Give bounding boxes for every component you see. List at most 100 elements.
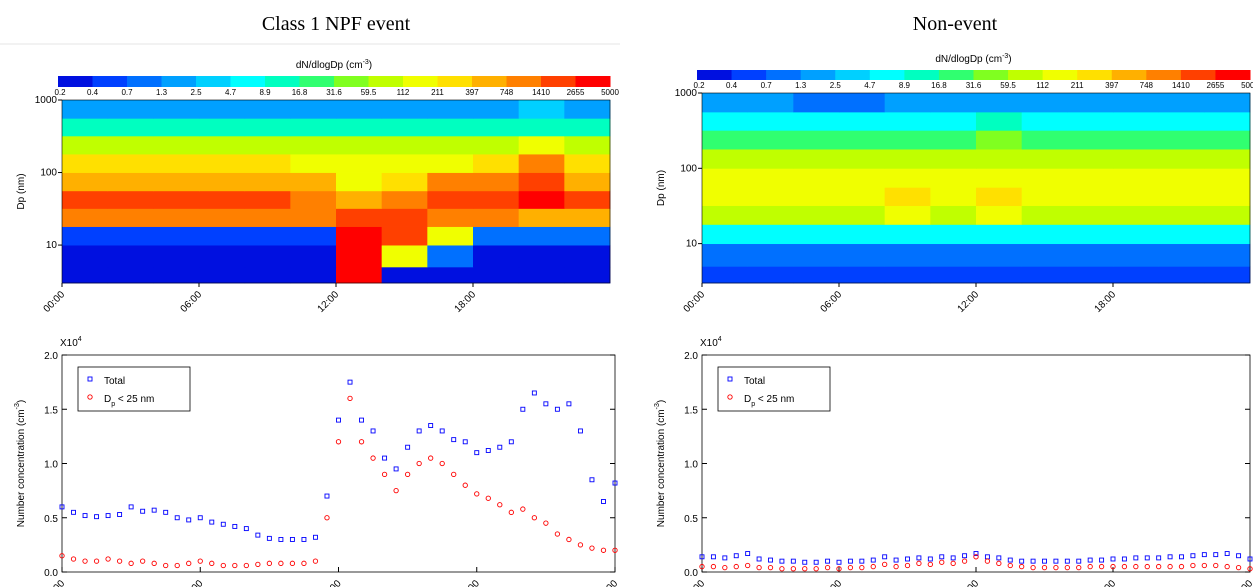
heatmap-cell xyxy=(1204,224,1251,245)
heatmap-cell xyxy=(747,130,794,150)
heatmap-cell xyxy=(976,93,1023,113)
colorbar-tick-label: 31.6 xyxy=(326,88,342,97)
colorbar-tick-label: 5000 xyxy=(1241,81,1253,90)
heatmap-cell xyxy=(793,111,840,131)
heatmap-cell xyxy=(1158,243,1205,267)
heatmap-cell xyxy=(153,266,200,284)
colorbar-tick-label: 1.3 xyxy=(795,81,807,90)
heatmap-cell xyxy=(336,266,383,284)
colorbar-segment xyxy=(869,70,905,80)
heatmap-cell xyxy=(930,111,977,131)
colorbar-tick-label: 8.9 xyxy=(899,81,911,90)
colorbar-segment xyxy=(299,76,335,87)
point xyxy=(393,487,399,494)
heatmap-cell xyxy=(1067,168,1114,188)
point xyxy=(220,562,226,569)
heatmap-cell xyxy=(884,243,931,267)
colorbar-segment xyxy=(697,70,733,80)
heatmap-cell xyxy=(427,154,474,173)
point xyxy=(870,557,876,563)
heatmap-cell xyxy=(199,154,246,173)
colorbar-segment xyxy=(904,70,940,80)
colorbar-tick-label: 1410 xyxy=(1172,81,1190,90)
heatmap-cell xyxy=(1158,149,1205,169)
point xyxy=(186,560,192,566)
point xyxy=(756,556,762,562)
heatmap-cell xyxy=(381,154,428,173)
heatmap-cell xyxy=(702,266,749,284)
point xyxy=(1213,562,1219,569)
heatmap-cell xyxy=(107,172,154,192)
colorbar-segment xyxy=(1146,70,1182,80)
heatmap-cell xyxy=(1204,149,1251,169)
point xyxy=(1041,565,1048,571)
y-multiplier-part: 4 xyxy=(718,336,722,343)
x-tick-label: 06:00 xyxy=(819,578,845,587)
heatmap-cell xyxy=(473,135,520,155)
colorbar-label-part: ) xyxy=(1008,54,1011,65)
point xyxy=(612,547,618,553)
point xyxy=(1144,555,1150,561)
colorbar-segment xyxy=(230,76,266,87)
heatmap-cell xyxy=(518,266,565,284)
heatmap-cell xyxy=(473,245,520,268)
point xyxy=(209,519,215,525)
heatmap-cell xyxy=(839,111,886,131)
point xyxy=(790,558,796,564)
heatmap-cell xyxy=(1021,266,1068,284)
point xyxy=(428,455,434,461)
x-tick-label: 24:00 xyxy=(1230,578,1253,587)
point xyxy=(82,558,88,564)
heatmap-cell xyxy=(884,187,931,206)
point xyxy=(722,555,728,561)
heatmap-cell xyxy=(199,245,246,268)
point xyxy=(1213,552,1219,558)
heatmap-cell xyxy=(381,208,428,227)
heatmap-cell xyxy=(473,154,520,173)
colorbar-segment xyxy=(1008,70,1044,80)
x-tick-label: 12:00 xyxy=(956,289,982,315)
x-tick-label: 00:00 xyxy=(42,578,68,587)
heatmap-cell xyxy=(1021,187,1068,206)
heatmap-cell xyxy=(473,118,520,137)
legend-marker xyxy=(87,376,93,382)
x-tick-label: 06:00 xyxy=(179,289,205,315)
point xyxy=(128,504,134,510)
heatmap-cell xyxy=(199,226,246,246)
point xyxy=(836,559,842,565)
heatmap-cell xyxy=(839,149,886,169)
heatmap-cell xyxy=(336,226,383,246)
x-tick-label: 00:00 xyxy=(682,578,708,587)
heatmap-cell xyxy=(244,100,291,119)
heatmap-cell xyxy=(1021,130,1068,150)
heatmap-cell xyxy=(427,226,474,246)
point xyxy=(1019,558,1025,564)
point xyxy=(1019,563,1025,570)
point xyxy=(1098,563,1105,570)
y-axis-label-part: Number concentration (cm xyxy=(16,409,27,527)
heatmap-cell xyxy=(473,266,520,284)
heatmap-cell xyxy=(62,266,109,284)
y-tick-label: 0.5 xyxy=(684,514,698,525)
y-axis-label: Number concentration (cm-3) xyxy=(654,400,667,527)
heatmap-cell xyxy=(518,226,565,246)
heatmap-cell xyxy=(976,149,1023,169)
y-tick-label: 2.0 xyxy=(684,351,698,362)
heatmap-cell xyxy=(62,226,109,246)
point xyxy=(1167,554,1173,560)
heatmap-cell xyxy=(976,168,1023,188)
point xyxy=(1042,558,1047,564)
legend-marker xyxy=(87,394,93,400)
colorbar-segment xyxy=(1111,70,1147,80)
panel-title: Non-event xyxy=(913,13,998,35)
heatmap-cell xyxy=(884,130,931,150)
legend-label: Total xyxy=(744,376,765,387)
heatmap-cell xyxy=(930,243,977,267)
x-tick-label: 18:00 xyxy=(453,289,479,315)
point xyxy=(520,506,526,512)
point xyxy=(197,515,203,521)
point xyxy=(1190,553,1196,559)
colorbar-tick-label: 211 xyxy=(431,88,444,97)
heatmap-cell xyxy=(1158,224,1205,245)
heatmap-cell xyxy=(1204,130,1251,150)
